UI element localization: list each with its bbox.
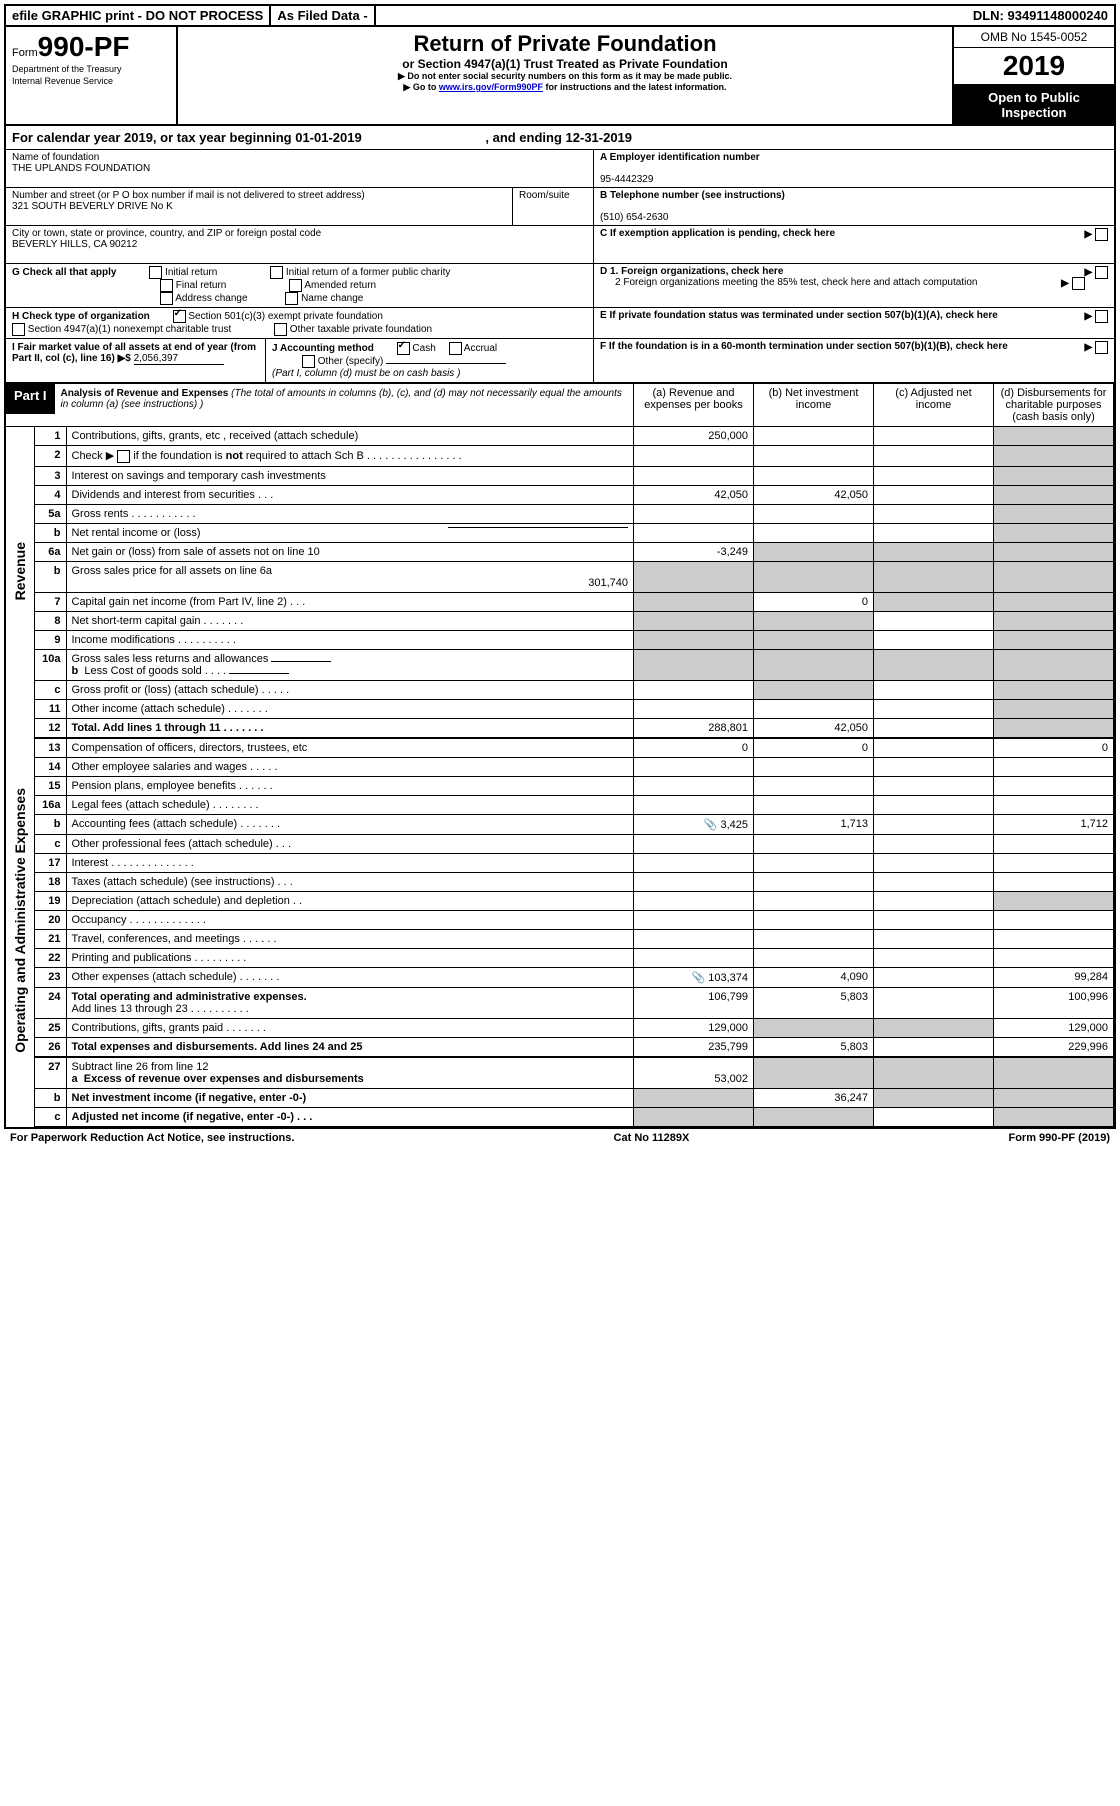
box-d: D 1. Foreign organizations, check here ▶… <box>594 264 1114 307</box>
ck-e[interactable] <box>1095 310 1108 323</box>
ck-f[interactable] <box>1095 341 1108 354</box>
ck-initial[interactable] <box>149 266 162 279</box>
box-h: H Check type of organization Section 501… <box>6 308 594 338</box>
dln: DLN: 93491148000240 <box>967 6 1114 25</box>
attachment-icon[interactable]: 📎 <box>691 972 705 984</box>
ck-initial-former[interactable] <box>270 266 283 279</box>
ck-namechg[interactable] <box>285 292 298 305</box>
header-center: Return of Private Foundation or Section … <box>176 27 954 124</box>
box-f: F If the foundation is in a 60-month ter… <box>594 339 1114 382</box>
calendar-year: For calendar year 2019, or tax year begi… <box>6 126 1114 150</box>
box-ij: I Fair market value of all assets at end… <box>6 339 594 382</box>
header-row: Form990-PF Department of the Treasury In… <box>6 27 1114 126</box>
efile-notice: efile GRAPHIC print - DO NOT PROCESS <box>6 6 271 25</box>
address: Number and street (or P O box number if … <box>6 188 594 225</box>
as-filed: As Filed Data - <box>271 6 375 25</box>
attachment-icon[interactable]: 📎 <box>704 819 718 831</box>
revenue-label: Revenue <box>12 532 28 610</box>
ck-otheracct[interactable] <box>302 355 315 368</box>
ck-other-tax[interactable] <box>274 323 287 336</box>
part1-table: Part I Analysis of Revenue and Expenses … <box>6 383 1114 1127</box>
instructions-link[interactable]: www.irs.gov/Form990PF <box>439 82 543 92</box>
header-left: Form990-PF Department of the Treasury In… <box>6 27 176 124</box>
form-container: efile GRAPHIC print - DO NOT PROCESS As … <box>4 4 1116 1129</box>
header-right: OMB No 1545-0052 2019 Open to Public Ins… <box>954 27 1114 124</box>
box-g: G Check all that apply Initial return In… <box>6 264 594 307</box>
ck-501c3[interactable] <box>173 310 186 323</box>
city: City or town, state or province, country… <box>6 226 594 263</box>
ck-amended[interactable] <box>289 279 302 292</box>
part1-label: Part I <box>6 384 55 414</box>
ck-accrual[interactable] <box>449 342 462 355</box>
ein: A Employer identification number 95-4442… <box>594 150 1114 187</box>
header-link-row: ▶ Go to www.irs.gov/Form990PF for instru… <box>182 82 948 93</box>
footer: For Paperwork Reduction Act Notice, see … <box>4 1129 1116 1147</box>
top-bar: efile GRAPHIC print - DO NOT PROCESS As … <box>6 6 1114 27</box>
ck-addrchg[interactable] <box>160 292 173 305</box>
ck-cash[interactable] <box>397 342 410 355</box>
expenses-label: Operating and Administrative Expenses <box>12 778 28 1063</box>
foundation-name: Name of foundation THE UPLANDS FOUNDATIO… <box>6 150 594 187</box>
ck-schb[interactable] <box>117 450 130 463</box>
box-c: C If exemption application is pending, c… <box>594 226 1114 263</box>
ck-4947[interactable] <box>12 323 25 336</box>
phone: B Telephone number (see instructions) (5… <box>594 188 1114 225</box>
ck-d1[interactable] <box>1095 266 1108 279</box>
ck-final[interactable] <box>160 279 173 292</box>
box-e: E If private foundation status was termi… <box>594 308 1114 338</box>
ck-d2[interactable] <box>1072 277 1085 290</box>
checkbox-c[interactable] <box>1095 228 1108 241</box>
